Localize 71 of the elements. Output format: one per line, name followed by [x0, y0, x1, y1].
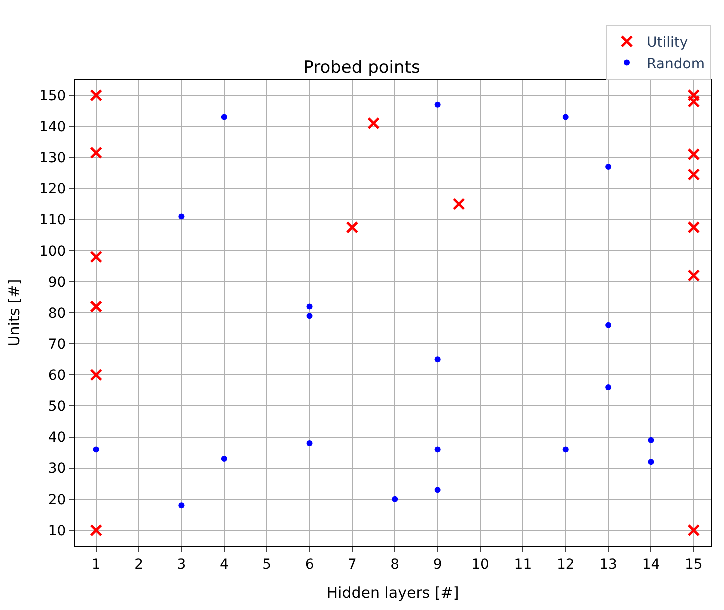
point	[368, 117, 380, 130]
x-tick-label: 3	[177, 556, 186, 573]
point	[90, 89, 103, 102]
point	[93, 446, 100, 453]
y-tick-label: 140	[39, 120, 66, 136]
x-tick-label: 2	[134, 556, 144, 573]
point	[434, 102, 441, 108]
chart-title: Probed points	[304, 58, 420, 78]
point	[221, 114, 228, 120]
point	[688, 269, 700, 282]
point	[434, 487, 441, 494]
x-axis-title: Hidden layers [#]	[326, 584, 460, 602]
point	[90, 250, 103, 264]
y-tick-label: 10	[48, 523, 66, 540]
point	[90, 368, 103, 382]
x-tick-label: 4	[220, 556, 229, 573]
y-tick-label: 20	[48, 492, 66, 508]
x-tick-label: 14	[642, 556, 660, 573]
point	[688, 168, 700, 181]
point	[90, 524, 103, 537]
point	[306, 440, 313, 446]
point	[606, 384, 612, 391]
y-tick-label: 130	[39, 150, 66, 167]
x-tick-label: 9	[433, 556, 442, 573]
point	[178, 214, 185, 220]
x-tick-label: 8	[390, 556, 400, 573]
point	[648, 437, 654, 444]
x-tick-label: 6	[305, 556, 314, 573]
x-tick-label: 15	[685, 556, 703, 573]
y-axis-title: Units [#]	[6, 279, 24, 347]
x-tick-label: 5	[262, 556, 272, 573]
y-tick-label: 120	[39, 182, 66, 198]
legend-label: Utility	[647, 35, 688, 52]
y-tick-label: 90	[48, 274, 66, 291]
y-tick-label: 150	[39, 88, 66, 104]
x-tick-label: 13	[600, 556, 618, 573]
point	[688, 221, 700, 234]
point	[562, 446, 569, 453]
point	[606, 322, 612, 328]
point	[178, 502, 185, 509]
point	[688, 96, 700, 108]
y-tick-label: 40	[48, 430, 66, 446]
point	[90, 146, 103, 160]
point	[688, 148, 700, 161]
point	[306, 304, 313, 310]
point	[688, 524, 700, 537]
point	[434, 446, 441, 453]
point	[392, 496, 398, 502]
x-tick-label: 11	[514, 556, 532, 573]
point	[562, 114, 569, 120]
point	[346, 221, 359, 234]
point	[221, 456, 228, 462]
point	[606, 164, 612, 170]
legend-label: Random	[647, 56, 705, 72]
x-tick-label: 1	[92, 556, 101, 573]
point	[306, 313, 313, 320]
y-tick-label: 50	[48, 399, 66, 416]
y-tick-label: 100	[39, 244, 66, 260]
y-tick-label: 60	[48, 368, 66, 384]
point	[688, 89, 700, 102]
y-tick-label: 70	[48, 336, 66, 353]
y-tick-label: 80	[48, 306, 66, 322]
point	[452, 198, 466, 211]
x-tick-label: 10	[472, 556, 490, 573]
y-tick-label: 30	[48, 461, 66, 478]
x-tick-label: 12	[556, 556, 575, 573]
x-tick-label: 7	[348, 556, 357, 573]
point	[434, 356, 441, 363]
point	[90, 300, 103, 314]
point	[648, 459, 654, 466]
y-tick-label: 110	[39, 212, 66, 229]
